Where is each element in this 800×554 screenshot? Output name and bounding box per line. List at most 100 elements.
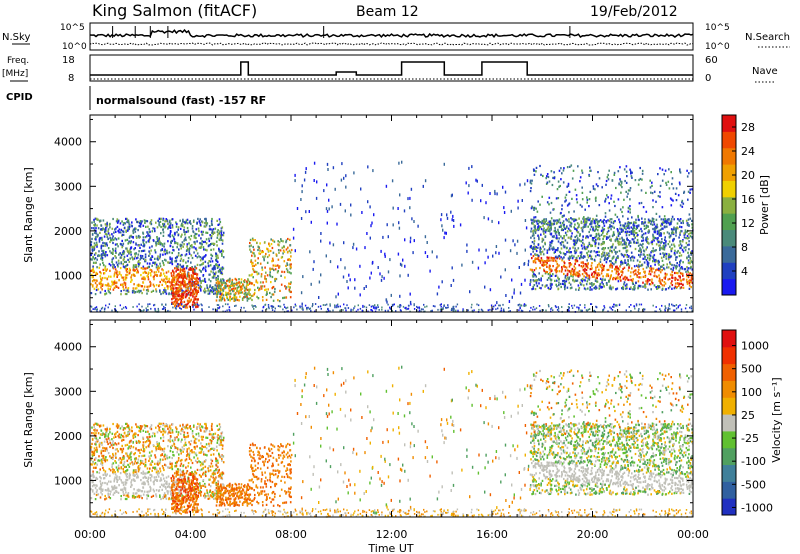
data-cell [125,289,128,292]
data-cell [185,219,188,222]
data-cell [556,248,558,252]
data-cell [128,221,130,224]
data-cell [224,285,226,288]
data-cell [682,239,684,242]
data-cell [128,236,131,239]
data-cell [219,234,222,237]
data-cell [633,269,636,272]
data-cell [97,233,99,236]
data-cell [550,224,552,227]
data-cell [214,266,216,269]
data-cell [533,242,535,245]
data-cell [588,198,591,201]
data-cell [111,258,113,261]
data-cell [683,190,686,193]
data-cell [158,240,161,243]
data-cell [638,249,640,252]
data-cell [530,253,532,256]
data-cell [580,240,582,243]
data-cell [538,279,541,282]
data-cell [182,268,184,272]
data-cell [589,286,592,289]
data-cell [658,232,661,235]
data-cell [617,270,619,273]
data-cell [681,248,684,251]
data-cell [586,246,589,249]
data-cell [111,260,113,264]
data-cell [387,270,390,274]
data-cell [142,257,145,260]
data-cell [620,180,623,184]
data-cell [157,270,160,273]
data-cell [151,270,153,273]
data-cell [645,259,648,262]
data-cell [666,266,668,269]
data-cell [526,179,529,183]
data-cell [147,273,149,276]
data-cell [603,228,606,231]
data-cell [137,253,140,256]
data-cell [626,283,628,286]
data-cell [601,226,604,229]
data-cell [623,283,625,286]
data-cell [575,198,578,201]
data-cell [637,233,639,237]
data-cell [221,268,223,271]
data-cell [580,226,583,230]
data-cell [177,295,180,298]
data-cell [94,236,97,239]
data-cell [157,242,160,245]
data-cell [150,269,153,272]
data-cell [277,305,280,307]
data-cell [661,221,664,224]
data-cell [549,227,552,230]
data-cell [503,310,505,313]
data-cell [627,278,629,281]
data-cell [657,259,660,262]
data-cell [538,227,540,230]
data-cell [174,303,177,306]
data-cell [230,292,232,295]
data-cell [564,200,566,203]
data-cell [631,238,634,241]
data-cell [679,304,681,307]
data-cell [639,272,641,275]
data-cell [165,219,168,222]
data-cell [584,218,587,221]
data-cell [521,199,523,202]
data-cell [350,213,352,217]
data-cell [584,304,586,306]
data-cell [691,281,694,284]
data-cell [642,236,644,239]
data-cell [98,266,101,269]
data-cell [436,292,439,296]
data-cell [635,227,637,231]
data-cell [137,283,140,286]
data-cell [645,237,647,240]
data-cell [187,229,190,232]
data-cell [204,225,207,228]
data-cell [561,259,563,262]
data-cell [650,241,653,244]
data-cell [674,192,677,195]
data-cell [678,244,680,247]
data-cell [184,306,187,309]
data-cell [93,245,96,248]
data-cell [537,219,539,222]
data-cell [220,295,222,298]
data-cell [262,299,264,302]
data-cell [443,305,445,307]
data-cell [631,176,633,179]
data-cell [397,252,400,256]
data-cell [178,295,181,298]
data-cell [110,285,112,288]
data-cell [658,234,661,237]
data-cell [659,228,662,231]
data-cell [372,305,375,309]
data-cell [659,167,661,170]
data-cell [582,265,585,268]
data-cell [585,272,588,275]
data-cell [310,220,312,224]
data-cell [585,276,587,279]
data-cell [119,222,122,225]
